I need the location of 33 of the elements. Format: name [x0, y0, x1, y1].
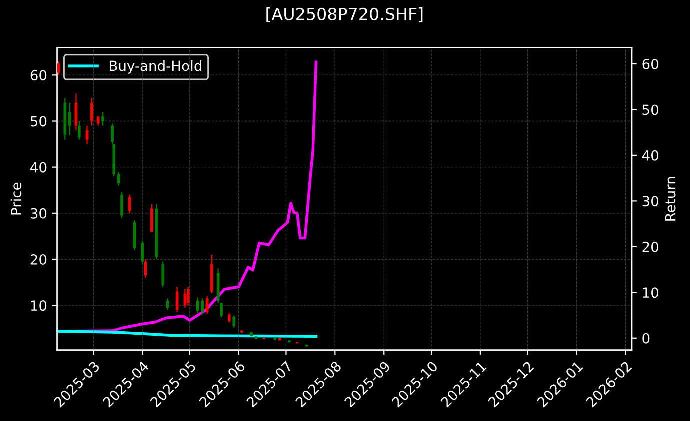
- candlestick: [141, 240, 144, 265]
- chart-title: [AU2508P720.SHF]: [266, 8, 423, 22]
- y-tick-label: 40: [30, 162, 47, 173]
- candlestick: [228, 312, 231, 324]
- y-axis-title: Price: [10, 182, 22, 215]
- y2-tick-label: 10: [643, 288, 659, 298]
- candlestick: [90, 98, 94, 126]
- y2-axis-title: Return: [665, 177, 676, 221]
- y2-tick-label: 20: [642, 242, 659, 252]
- y-tick-label: 10: [31, 300, 47, 312]
- candlestick: [117, 171, 120, 186]
- y-tick-label: 20: [30, 254, 47, 265]
- candlestick: [120, 192, 124, 219]
- y-tick-label: 30: [30, 208, 47, 219]
- y-tick-label: 60: [30, 70, 47, 81]
- candlestick: [232, 315, 236, 328]
- candlestick: [186, 286, 190, 306]
- candlestick: [78, 120, 81, 140]
- y2-tick-label: 40: [642, 150, 659, 161]
- y-tick-label: 50: [30, 116, 47, 127]
- candlestick: [220, 302, 223, 318]
- candlestick: [128, 194, 132, 214]
- legend-label: Buy-and-Hold: [110, 60, 202, 74]
- candlestick: [150, 204, 154, 232]
- candlestick: [68, 102, 72, 136]
- candlestick: [162, 261, 164, 288]
- y2-tick-label: 30: [642, 196, 659, 207]
- candlestick: [102, 111, 104, 126]
- y2-tick-label: 50: [642, 104, 659, 116]
- y2-tick-label: 60: [642, 58, 659, 70]
- y2-tick-label: 0: [642, 333, 650, 344]
- candlestick: [201, 298, 204, 316]
- candlestick: [57, 60, 60, 76]
